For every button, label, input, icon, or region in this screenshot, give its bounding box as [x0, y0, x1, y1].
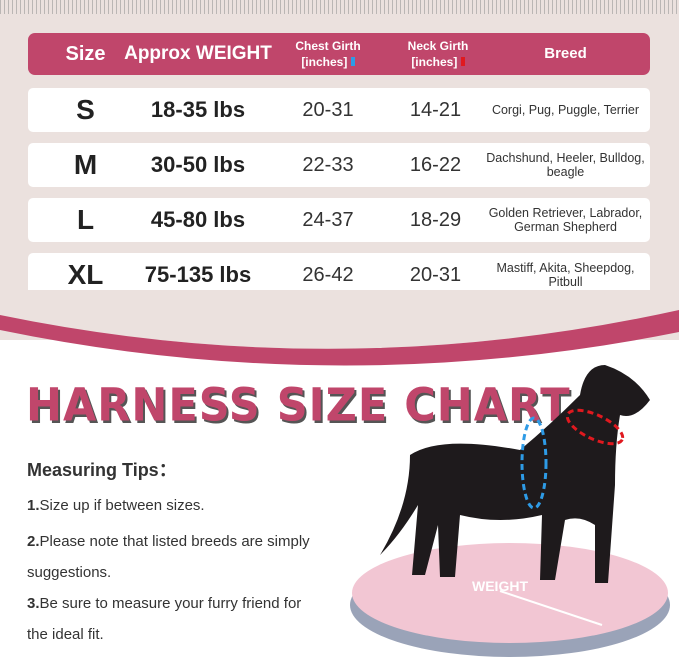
- dog-illustration: WEIGHT: [350, 365, 670, 657]
- page-title: HARNESS SIZE CHART: [26, 379, 571, 433]
- table-row: M 30-50 lbs 22-33 16-22 Dachshund, Heeler, B…: [28, 143, 650, 187]
- chest-girth-icon: [520, 416, 548, 510]
- table-header: Size Approx WEIGHT Chest Girth [inches] N…: [28, 33, 650, 75]
- wave-divider: [0, 290, 679, 366]
- table-row: L 45-80 lbs 24-37 18-29 Golden Retriever, La…: [28, 198, 650, 242]
- header-neck: Neck Girth [inches]: [407, 39, 469, 69]
- table-row: S 18-35 lbs 20-31 14-21 Corgi, Pug, Puggle, …: [28, 88, 650, 132]
- header-size: Size: [65, 43, 106, 65]
- dog-icon: [380, 365, 650, 583]
- ruler-decoration: [0, 0, 679, 14]
- header-weight: Approx WEIGHT: [124, 43, 272, 64]
- tip-item: 1.Size up if between sizes.: [27, 497, 205, 514]
- header-breed: Breed: [544, 45, 587, 62]
- tips-heading: Measuring Tips：: [27, 460, 177, 480]
- neck-marker-icon: [460, 57, 465, 66]
- chest-marker-icon: [350, 57, 355, 66]
- tip-item: 3.Be sure to measure your furry friend f…: [27, 595, 302, 643]
- tip-item: 2.Please note that listed breeds are sim…: [27, 533, 310, 581]
- header-chest: Chest Girth [inches]: [295, 39, 361, 69]
- table-row: XL 75-135 lbs 26-42 20-31 Mastiff, Akita, Sh…: [28, 253, 650, 297]
- neck-girth-icon: [565, 408, 625, 446]
- scale-label: WEIGHT: [472, 578, 528, 594]
